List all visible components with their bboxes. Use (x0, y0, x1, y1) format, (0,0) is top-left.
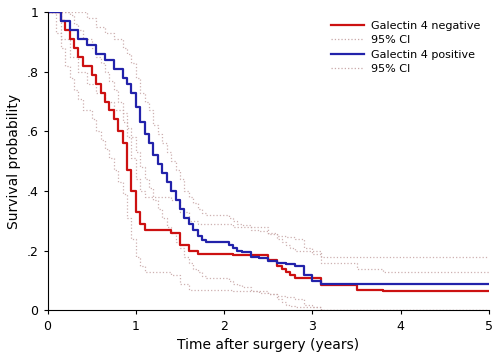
Legend: Galectin 4 negative, 95% CI, Galectin 4 positive, 95% CI: Galectin 4 negative, 95% CI, Galectin 4 … (328, 18, 484, 78)
Y-axis label: Survival probability: Survival probability (7, 94, 21, 229)
X-axis label: Time after surgery (years): Time after surgery (years) (177, 338, 360, 352)
